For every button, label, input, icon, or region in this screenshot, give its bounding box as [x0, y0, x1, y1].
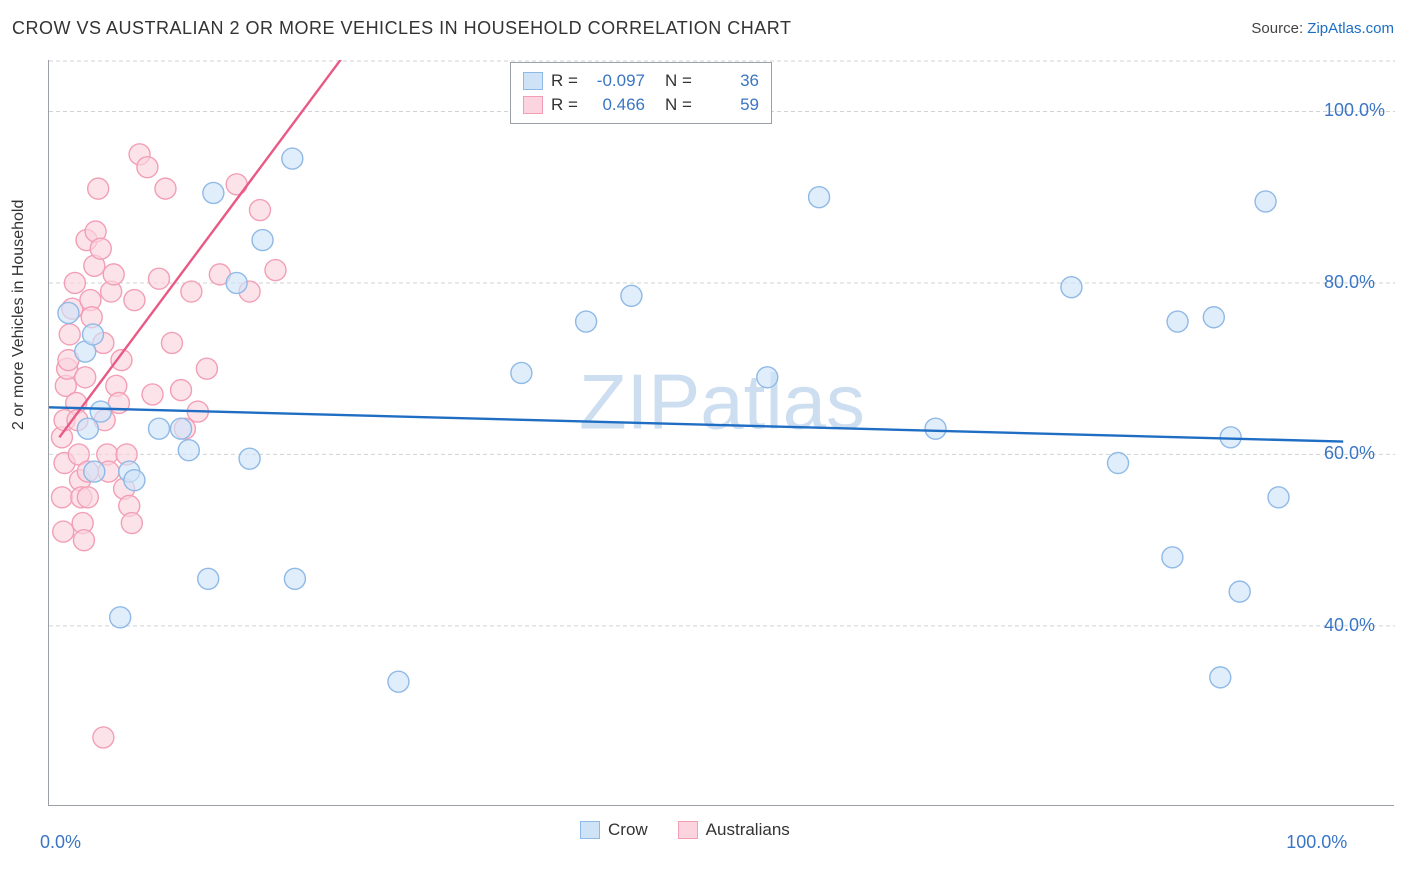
r-value: -0.097	[589, 71, 645, 91]
source-link[interactable]: ZipAtlas.com	[1307, 20, 1394, 37]
n-value: 59	[703, 95, 759, 115]
y-tick-label: 60.0%	[1324, 443, 1375, 464]
plot-area: ZIPatlas	[48, 60, 1394, 806]
legend-swatch	[523, 96, 543, 114]
n-label: N =	[665, 95, 695, 115]
legend-stats-row-crow: R = -0.097 N = 36	[523, 69, 759, 93]
n-value: 36	[703, 71, 759, 91]
legend-stats-row-australians: R = 0.466 N = 59	[523, 93, 759, 117]
legend-swatch	[523, 72, 543, 90]
n-label: N =	[665, 71, 695, 91]
legend-item-australians: Australians	[678, 820, 790, 840]
source-attribution: Source: ZipAtlas.com	[1251, 20, 1394, 37]
svg-text:ZIPatlas: ZIPatlas	[579, 358, 865, 446]
legend-label: Crow	[608, 820, 648, 840]
plot-svg: ZIPatlas	[49, 60, 1395, 806]
x-tick-label-left: 0.0%	[40, 832, 81, 853]
x-tick-label-right: 100.0%	[1286, 832, 1347, 853]
y-tick-label: 100.0%	[1324, 100, 1385, 121]
r-value: 0.466	[589, 95, 645, 115]
y-tick-label: 80.0%	[1324, 272, 1375, 293]
legend-label: Australians	[706, 820, 790, 840]
chart-root: CROW VS AUSTRALIAN 2 OR MORE VEHICLES IN…	[0, 0, 1406, 892]
y-tick-label: 40.0%	[1324, 615, 1375, 636]
legend-stats: R = -0.097 N = 36 R = 0.466 N = 59	[510, 62, 772, 124]
legend-swatch	[678, 821, 698, 839]
chart-title: CROW VS AUSTRALIAN 2 OR MORE VEHICLES IN…	[12, 18, 791, 39]
legend-series: Crow Australians	[580, 820, 790, 840]
legend-item-crow: Crow	[580, 820, 648, 840]
source-label: Source:	[1251, 20, 1307, 37]
r-label: R =	[551, 71, 581, 91]
legend-swatch	[580, 821, 600, 839]
r-label: R =	[551, 95, 581, 115]
y-axis-label: 2 or more Vehicles in Household	[10, 200, 28, 430]
